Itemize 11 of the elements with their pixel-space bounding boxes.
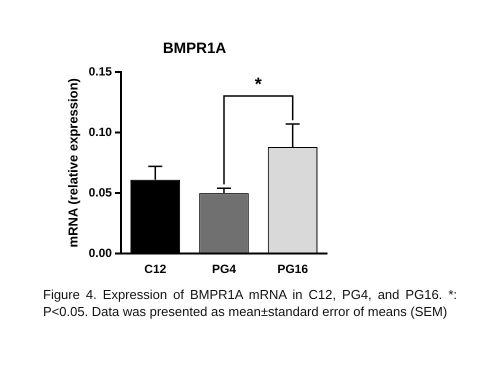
x-tick-label: PG4 bbox=[212, 262, 236, 276]
y-axis-title: mRNA (relative expression) bbox=[65, 78, 80, 248]
chart-title: BMPR1A bbox=[162, 40, 226, 58]
y-tick-label: 0.00 bbox=[88, 246, 112, 260]
x-tick-label: PG16 bbox=[277, 262, 308, 276]
x-tick-label: C12 bbox=[144, 262, 167, 276]
y-tick-label: 0.10 bbox=[88, 124, 112, 139]
y-tick-label: 0.05 bbox=[88, 185, 112, 200]
caption: Figure 4. Expression of BMPR1A mRNA in C12, PG4, and PG16. *: P<0.05. Data was presented as mean±standard error of means (SEM) bbox=[43, 286, 457, 320]
y-tick-label: 0.15 bbox=[88, 64, 112, 78]
annotation: * bbox=[254, 74, 263, 96]
